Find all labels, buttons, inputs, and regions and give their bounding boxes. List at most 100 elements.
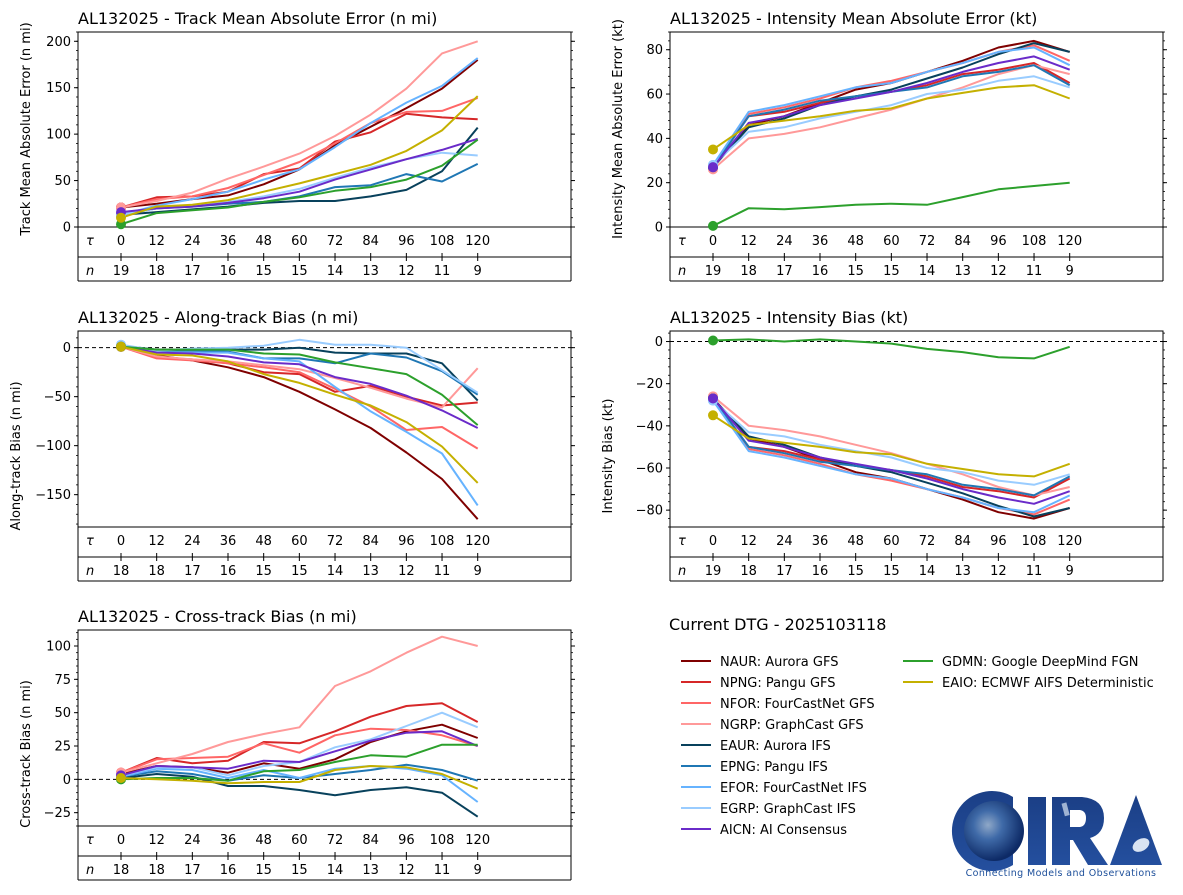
series-line-naur <box>120 59 479 209</box>
n-count-label: 19 <box>705 264 722 279</box>
tau-row-label: τ <box>678 234 686 249</box>
x-tick-label: 72 <box>327 534 344 549</box>
x-tick-label: 0 <box>709 534 717 549</box>
x-tick-label: 36 <box>220 234 237 249</box>
series-line-eaio <box>120 765 479 790</box>
n-count-label: 12 <box>990 564 1007 579</box>
plot-area <box>77 629 572 827</box>
n-count-label: 12 <box>398 863 415 878</box>
series-marker-aicn <box>708 393 718 404</box>
x-tick-label: 108 <box>430 534 455 549</box>
tau-row-label: τ <box>86 833 94 848</box>
series-line-gdmn <box>120 743 478 782</box>
series-line-ngrp <box>120 635 478 774</box>
series-line-efor <box>712 46 1071 166</box>
x-tick-label: 120 <box>1057 534 1082 549</box>
n-count-label: 15 <box>291 863 308 878</box>
x-tick-label: 24 <box>776 234 793 249</box>
y-tick-label: 0 <box>655 335 663 350</box>
x-tick-label: 84 <box>954 234 971 249</box>
x-tick-label: 36 <box>812 534 829 549</box>
n-count-label: 11 <box>1026 264 1043 279</box>
y-tick-label: 200 <box>46 35 71 50</box>
y-tick-label: 150 <box>46 81 71 96</box>
y-tick-label: 20 <box>646 176 663 191</box>
y-tick-label: 100 <box>46 640 71 655</box>
x-tick-label: 84 <box>362 833 379 848</box>
tau-row-label: τ <box>86 534 94 549</box>
y-axis-label: Along-track Bias (n mi) <box>9 381 24 530</box>
y-axis-label: Intensity Bias (kt) <box>601 399 616 514</box>
y-tick-label: −80 <box>636 504 663 519</box>
y-tick-label: −20 <box>636 377 663 392</box>
series-line-nfor <box>120 345 479 450</box>
legend-label-epng: EPNG: Pangu IFS <box>720 760 828 775</box>
x-tick-label: 72 <box>919 234 936 249</box>
y-tick-label: 0 <box>63 773 71 788</box>
x-tick-label: 84 <box>362 534 379 549</box>
y-tick-label: 100 <box>46 128 71 143</box>
series-line-egrp <box>712 399 1070 486</box>
n-count-label: 11 <box>434 264 451 279</box>
x-tick-label: 108 <box>1022 234 1047 249</box>
logo-letter-i <box>1028 797 1046 865</box>
x-tick-label: 0 <box>709 234 717 249</box>
x-tick-label: 48 <box>255 234 272 249</box>
n-count-label: 15 <box>847 564 864 579</box>
y-tick-label: 0 <box>63 221 71 236</box>
n-count-label: 17 <box>776 264 793 279</box>
x-tick-label: 108 <box>1022 534 1047 549</box>
intensity-bias-panel: AL132025 - Intensity Bias (kt) Intensity… <box>601 308 1167 582</box>
series-marker-eaio <box>116 212 126 223</box>
series-marker-gdmn <box>708 335 718 346</box>
y-tick-label: 25 <box>54 740 71 755</box>
x-tick-label: 24 <box>184 234 201 249</box>
x-tick-label: 60 <box>291 833 308 848</box>
x-tick-label: 0 <box>117 833 125 848</box>
n-count-label: 15 <box>847 264 864 279</box>
n-row-label: n <box>678 264 686 279</box>
n-row-label: n <box>86 863 94 878</box>
earth-icon <box>964 801 1024 861</box>
n-count-label: 11 <box>1026 564 1043 579</box>
series-line-efor <box>120 57 479 216</box>
x-tick-label: 24 <box>776 534 793 549</box>
x-tick-label: 72 <box>919 534 936 549</box>
x-tick-label: 60 <box>883 534 900 549</box>
series-marker-eaio <box>116 773 126 783</box>
along-track-bias-panel: AL132025 - Along-track Bias (n mi) Along… <box>9 308 575 582</box>
x-tick-label: 96 <box>398 833 415 848</box>
plot-area <box>77 330 572 528</box>
y-tick-label: 60 <box>646 88 663 103</box>
x-tick-label: 24 <box>184 833 201 848</box>
x-tick-label: 36 <box>220 833 237 848</box>
n-count-label: 13 <box>954 564 971 579</box>
n-count-label: 14 <box>327 564 344 579</box>
series-line-eaio <box>712 414 1071 478</box>
tau-row-label: τ <box>678 534 686 549</box>
n-count-label: 11 <box>434 863 451 878</box>
x-tick-label: 72 <box>327 234 344 249</box>
n-count-label: 16 <box>812 564 829 579</box>
cross-track-bias-panel: AL132025 - Cross-track Bias (n mi) Cross… <box>19 607 575 881</box>
x-tick-label: 96 <box>990 534 1007 549</box>
n-count-label: 15 <box>883 564 900 579</box>
y-tick-label: −25 <box>44 806 71 821</box>
series-line-aicn <box>120 345 479 429</box>
x-tick-label: 84 <box>954 534 971 549</box>
x-tick-label: 48 <box>847 534 864 549</box>
n-row-label: n <box>86 264 94 279</box>
cira-logo: Connecting Models and Observations <box>951 791 1162 879</box>
series-marker-eaio <box>116 341 126 352</box>
legend-label-ngrp: NGRP: GraphCast GFS <box>720 718 864 733</box>
series-line-eaur <box>120 773 479 818</box>
x-tick-label: 48 <box>847 234 864 249</box>
n-count-label: 17 <box>184 863 201 878</box>
series-line-efor <box>120 765 479 803</box>
series-line-gdmn <box>120 138 479 226</box>
n-count-label: 18 <box>148 564 165 579</box>
x-tick-label: 60 <box>883 234 900 249</box>
x-tick-label: 84 <box>362 234 379 249</box>
n-count-label: 14 <box>327 264 344 279</box>
